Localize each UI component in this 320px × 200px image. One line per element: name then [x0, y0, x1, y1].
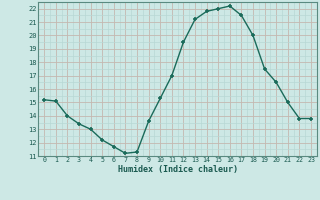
X-axis label: Humidex (Indice chaleur): Humidex (Indice chaleur) [118, 165, 238, 174]
